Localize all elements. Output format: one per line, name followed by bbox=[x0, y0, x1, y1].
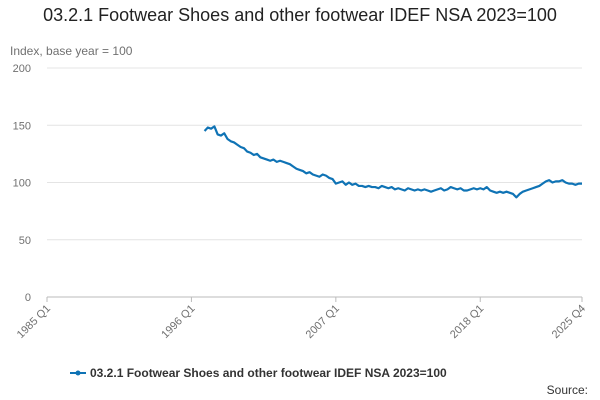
x-tick-label: 2007 Q1 bbox=[304, 303, 342, 341]
data-line bbox=[203, 125, 582, 199]
x-tick-label: 1985 Q1 bbox=[15, 303, 53, 341]
y-tick-label: 0 bbox=[25, 292, 31, 304]
y-tick-label: 50 bbox=[19, 235, 31, 247]
y-tick-label: 150 bbox=[13, 120, 31, 132]
legend-label: 03.2.1 Footwear Shoes and other footwear… bbox=[90, 366, 447, 380]
x-tick-label: 2025 Q4 bbox=[550, 303, 588, 341]
y-axis-label: Index, base year = 100 bbox=[10, 44, 133, 58]
chart-title: 03.2.1 Footwear Shoes and other footwear… bbox=[43, 5, 557, 25]
x-tick-label: 1996 Q1 bbox=[159, 303, 197, 341]
legend-marker bbox=[75, 370, 81, 376]
y-tick-label: 100 bbox=[13, 178, 31, 190]
source: Source: bbox=[547, 383, 588, 397]
x-tick-label: 2018 Q1 bbox=[448, 303, 486, 341]
y-tick-label: 200 bbox=[13, 63, 31, 75]
